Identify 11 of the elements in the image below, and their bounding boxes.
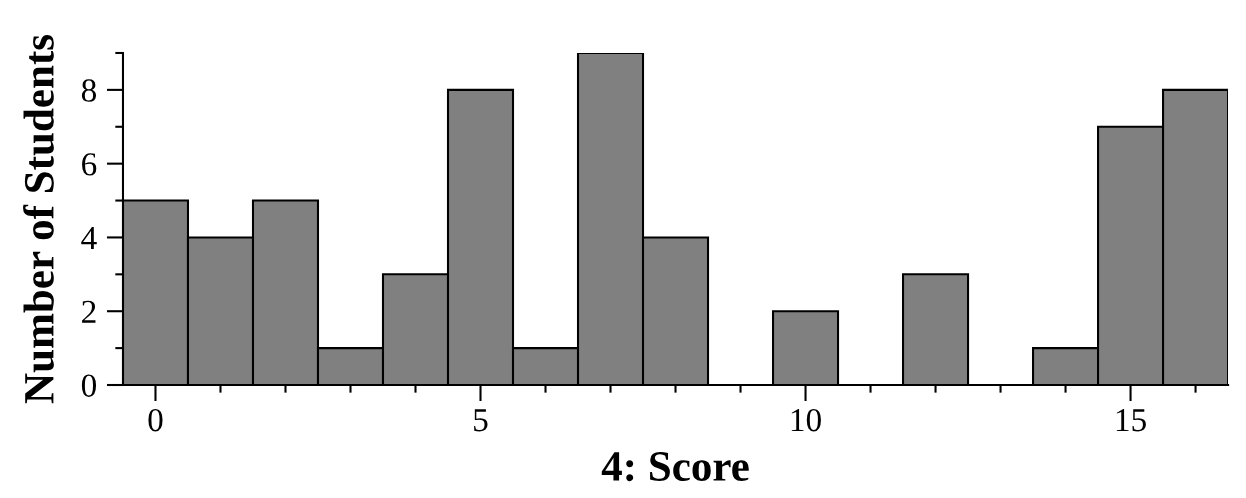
x-tick-label: 0 (148, 408, 163, 432)
x-tick-label: 5 (474, 409, 488, 432)
y-tick-label: 2 (82, 300, 96, 323)
y-tick-label: 8 (81, 79, 97, 102)
y-tick-label: 6 (82, 153, 97, 176)
y-tick-label: 0 (81, 374, 97, 397)
y-tick-label: 4 (81, 227, 97, 250)
x-axis-title: 4: Score (601, 452, 749, 482)
y-axis-title: Number of Students (23, 35, 54, 404)
x-tick-label: 15 (1116, 409, 1146, 432)
x-tick-label: 10 (791, 408, 821, 432)
